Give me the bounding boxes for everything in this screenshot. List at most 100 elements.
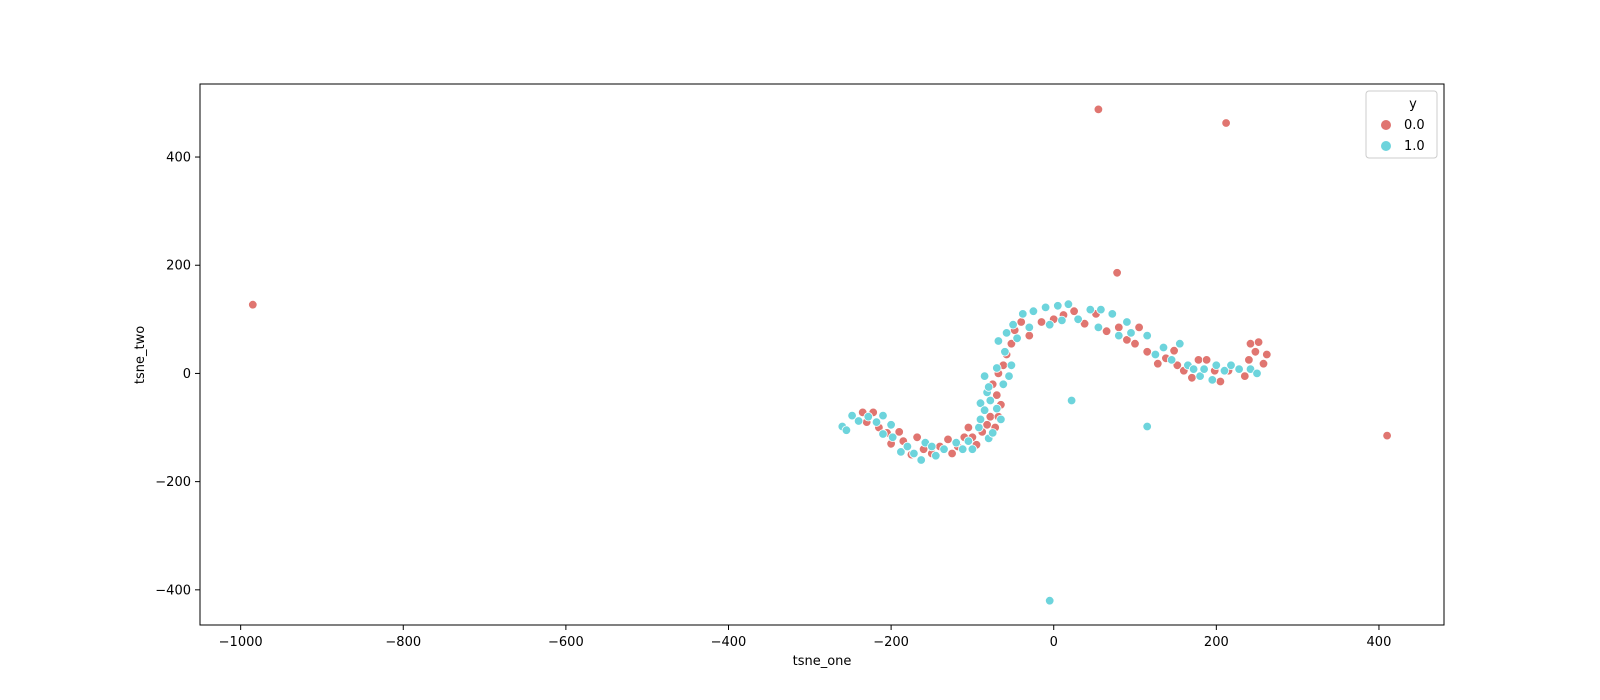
data-point bbox=[939, 444, 949, 454]
data-point bbox=[1240, 371, 1250, 381]
data-point bbox=[1093, 322, 1104, 333]
data-point bbox=[1234, 364, 1244, 374]
y-tick-label: −200 bbox=[155, 475, 191, 490]
data-point bbox=[853, 416, 864, 426]
data-point bbox=[1207, 375, 1218, 385]
data-point bbox=[1226, 360, 1236, 371]
data-point bbox=[1004, 371, 1014, 381]
data-point bbox=[1006, 339, 1017, 349]
data-point bbox=[1063, 299, 1074, 309]
data-point bbox=[1006, 360, 1017, 371]
data-point bbox=[979, 371, 990, 381]
data-point bbox=[1153, 359, 1163, 369]
legend-label-0: 0.0 bbox=[1404, 118, 1425, 133]
data-point bbox=[1008, 320, 1018, 330]
data-point bbox=[1221, 118, 1231, 128]
x-tick-label: −200 bbox=[873, 635, 909, 650]
data-point bbox=[888, 432, 898, 443]
data-point bbox=[871, 417, 882, 427]
data-point bbox=[1199, 364, 1209, 374]
data-point bbox=[1073, 314, 1083, 325]
data-point bbox=[963, 436, 974, 446]
data-point bbox=[943, 434, 953, 445]
data-point bbox=[1219, 366, 1230, 376]
data-point bbox=[886, 420, 896, 430]
x-tick-label: −800 bbox=[385, 635, 421, 650]
data-point bbox=[1142, 421, 1152, 432]
data-point bbox=[1188, 364, 1199, 374]
data-point bbox=[992, 363, 1002, 373]
x-tick-label: 0 bbox=[1050, 635, 1058, 650]
data-point bbox=[1122, 335, 1132, 345]
data-point bbox=[1195, 371, 1205, 381]
y-axis: −400 −200 0 200 400 bbox=[155, 151, 200, 598]
x-axis-label: tsne_one bbox=[793, 654, 852, 669]
data-point bbox=[1069, 306, 1079, 316]
data-point bbox=[1057, 315, 1067, 326]
legend: y 0.0 1.0 bbox=[1365, 90, 1438, 159]
data-point bbox=[1114, 330, 1124, 341]
data-point bbox=[985, 395, 996, 406]
data-point bbox=[902, 441, 913, 452]
data-point bbox=[984, 382, 994, 392]
data-point bbox=[1169, 346, 1179, 356]
data-point bbox=[1253, 337, 1264, 347]
data-point bbox=[878, 429, 888, 439]
data-point bbox=[1122, 317, 1132, 327]
data-point bbox=[979, 405, 990, 415]
data-point bbox=[841, 425, 852, 435]
data-point bbox=[1016, 317, 1026, 327]
data-point bbox=[1096, 304, 1106, 315]
data-point bbox=[1215, 376, 1226, 387]
legend-marker-1 bbox=[1381, 141, 1391, 151]
data-point bbox=[931, 451, 941, 461]
data-point bbox=[1107, 309, 1118, 319]
data-point bbox=[1172, 360, 1183, 371]
data-point bbox=[1150, 349, 1161, 360]
data-point bbox=[1262, 349, 1272, 360]
y-axis-label: tsne_two bbox=[133, 326, 148, 384]
data-point bbox=[1250, 347, 1261, 357]
data-point bbox=[894, 427, 904, 437]
data-point bbox=[975, 398, 986, 408]
data-point bbox=[878, 410, 888, 421]
data-point bbox=[1079, 319, 1090, 329]
data-point bbox=[1193, 355, 1204, 365]
x-tick-label: −400 bbox=[711, 635, 747, 650]
data-point bbox=[1175, 339, 1185, 349]
data-point bbox=[967, 444, 978, 454]
data-point bbox=[993, 336, 1004, 346]
x-tick-label: −600 bbox=[548, 635, 584, 650]
data-point bbox=[1187, 373, 1197, 383]
data-point bbox=[1000, 347, 1010, 357]
data-point bbox=[916, 455, 926, 465]
data-point bbox=[1382, 430, 1392, 441]
x-axis: −1000 −800 −600 −400 −200 0 200 400 bbox=[219, 625, 1391, 650]
data-point bbox=[1044, 596, 1055, 606]
data-point bbox=[992, 403, 1002, 414]
y-tick-label: −400 bbox=[155, 583, 191, 598]
y-tick-label: 200 bbox=[166, 259, 191, 274]
data-point bbox=[1258, 359, 1269, 369]
data-point bbox=[1114, 322, 1124, 333]
data-point bbox=[1053, 301, 1063, 311]
data-point bbox=[1244, 355, 1254, 365]
data-point bbox=[847, 410, 857, 421]
data-point bbox=[1024, 322, 1035, 333]
data-point bbox=[1201, 355, 1212, 365]
data-point bbox=[975, 414, 986, 425]
data-point bbox=[1028, 306, 1039, 316]
data-point bbox=[1101, 326, 1112, 336]
data-point bbox=[1066, 395, 1077, 406]
data-point bbox=[998, 379, 1009, 390]
plot-frame bbox=[199, 83, 1445, 626]
data-point bbox=[863, 412, 874, 422]
data-point bbox=[1142, 330, 1152, 341]
data-point bbox=[1085, 304, 1096, 315]
data-point bbox=[1012, 333, 1022, 344]
data-point bbox=[992, 390, 1002, 400]
x-tick-label: −1000 bbox=[219, 635, 263, 650]
data-point bbox=[947, 448, 957, 459]
series-1.0 bbox=[837, 299, 1262, 606]
